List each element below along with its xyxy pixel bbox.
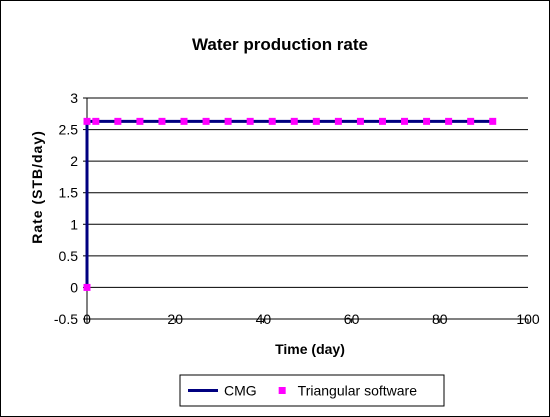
- series-marker-1-12: [312, 117, 320, 125]
- series-marker-1-10: [268, 117, 276, 125]
- series-marker-1-9: [246, 117, 254, 125]
- legend: CMG Triangular software: [179, 374, 445, 407]
- series-marker-1-19: [467, 117, 475, 125]
- y-tick-label-0: -0.5: [54, 311, 78, 327]
- series-marker-1-20: [489, 117, 497, 125]
- x-tick-label-4: 80: [432, 311, 448, 327]
- series-marker-1-8: [224, 117, 232, 125]
- series-marker-1-7: [202, 117, 210, 125]
- series-marker-1-1: [83, 117, 91, 125]
- plot-area: -0.5 0 0.5 1 1.5 2 2.5 3 0 20 40 60 80 100: [54, 90, 540, 327]
- y-tick-label-1: 0: [70, 279, 78, 295]
- series-marker-1-6: [180, 117, 188, 125]
- series-marker-1-13: [334, 117, 342, 125]
- series-marker-1-0: [83, 283, 91, 291]
- series-marker-1-11: [290, 117, 298, 125]
- series-marker-1-2: [92, 117, 100, 125]
- x-tick-label-5: 100: [516, 311, 540, 327]
- y-tick-label-2: 0.5: [59, 248, 79, 264]
- legend-label-0: CMG: [224, 383, 257, 399]
- x-tick-label-1: 20: [167, 311, 183, 327]
- y-tick-label-4: 1.5: [59, 185, 79, 201]
- legend-swatch-1: [278, 387, 286, 394]
- series-marker-1-15: [378, 117, 386, 125]
- series-marker-1-3: [114, 117, 122, 125]
- series-marker-1-16: [401, 117, 409, 125]
- y-axis-title: Rate (STB/day): [29, 130, 45, 244]
- series-line-0: [85, 119, 493, 288]
- series-marker-1-5: [158, 117, 166, 125]
- x-axis-title: Time (day): [275, 341, 345, 357]
- legend-label-1: Triangular software: [298, 383, 418, 399]
- series-marker-1-14: [356, 117, 364, 125]
- x-tick-label-0: 0: [83, 311, 91, 327]
- y-tick-label-6: 2.5: [59, 122, 79, 138]
- legend-box: [179, 374, 445, 407]
- y-tick-label-7: 3: [70, 90, 78, 106]
- series-marker-1-17: [423, 117, 431, 125]
- series-marker-1-4: [136, 117, 144, 125]
- y-tick-label-3: 1: [70, 216, 78, 232]
- x-tick-label-2: 40: [256, 311, 272, 327]
- x-tick-label-3: 60: [344, 311, 360, 327]
- series-marker-1-18: [445, 117, 453, 125]
- chart-title: Water production rate: [192, 35, 368, 54]
- y-tick-label-5: 2: [70, 153, 78, 169]
